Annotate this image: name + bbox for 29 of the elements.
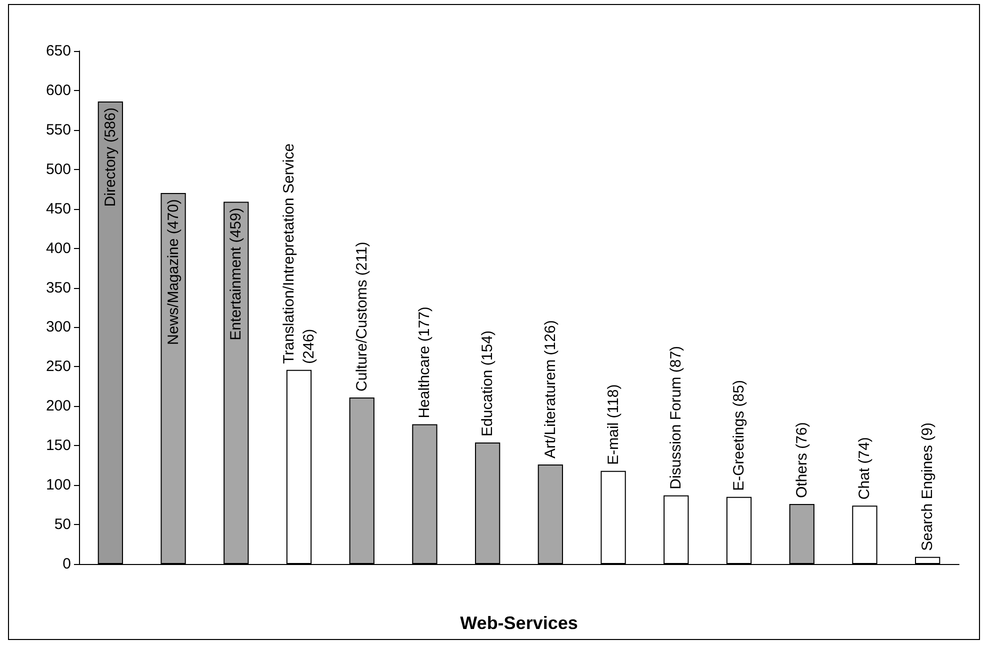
data-label: Others (76) <box>793 422 810 498</box>
data-label: Education (154) <box>479 330 496 436</box>
y-tick-label: 150 <box>46 437 71 454</box>
y-tick-label: 300 <box>46 318 71 336</box>
data-label: Directory (586) <box>102 108 119 207</box>
y-tick-label: 50 <box>54 516 71 534</box>
data-label: Healthcare (177) <box>416 306 434 418</box>
y-tick-label: 450 <box>46 200 71 218</box>
data-label: Art/Literaturem (126) <box>542 320 559 459</box>
y-tick-label: 350 <box>46 279 71 296</box>
y-tick-label: 500 <box>46 160 71 178</box>
data-label: News/Magazine (470) <box>164 199 182 345</box>
y-tick-label: 0 <box>62 556 71 572</box>
y-tick-label: 550 <box>46 121 71 138</box>
data-label: Entertainment (459) <box>228 208 245 340</box>
y-tick-label: 650 <box>46 42 71 60</box>
x-axis-title: Web-Services <box>460 613 578 633</box>
data-label: E-mail (118) <box>604 384 622 465</box>
data-label: Disussion Forum (87) <box>668 346 685 490</box>
data-label: E-Greetings (85) <box>730 380 748 491</box>
y-tick-label: 100 <box>46 476 71 494</box>
y-tick-label: 600 <box>46 82 71 99</box>
data-label: Search Engines (9) <box>919 422 936 551</box>
data-label: Chat (74) <box>856 437 874 500</box>
data-label: Translation/Intrepretation Service (246) <box>280 139 318 364</box>
data-label: Culture/Customs (211) <box>353 242 370 392</box>
y-tick-label: 400 <box>46 240 71 257</box>
y-tick-label: 200 <box>46 398 71 415</box>
y-tick-label: 250 <box>46 358 71 376</box>
